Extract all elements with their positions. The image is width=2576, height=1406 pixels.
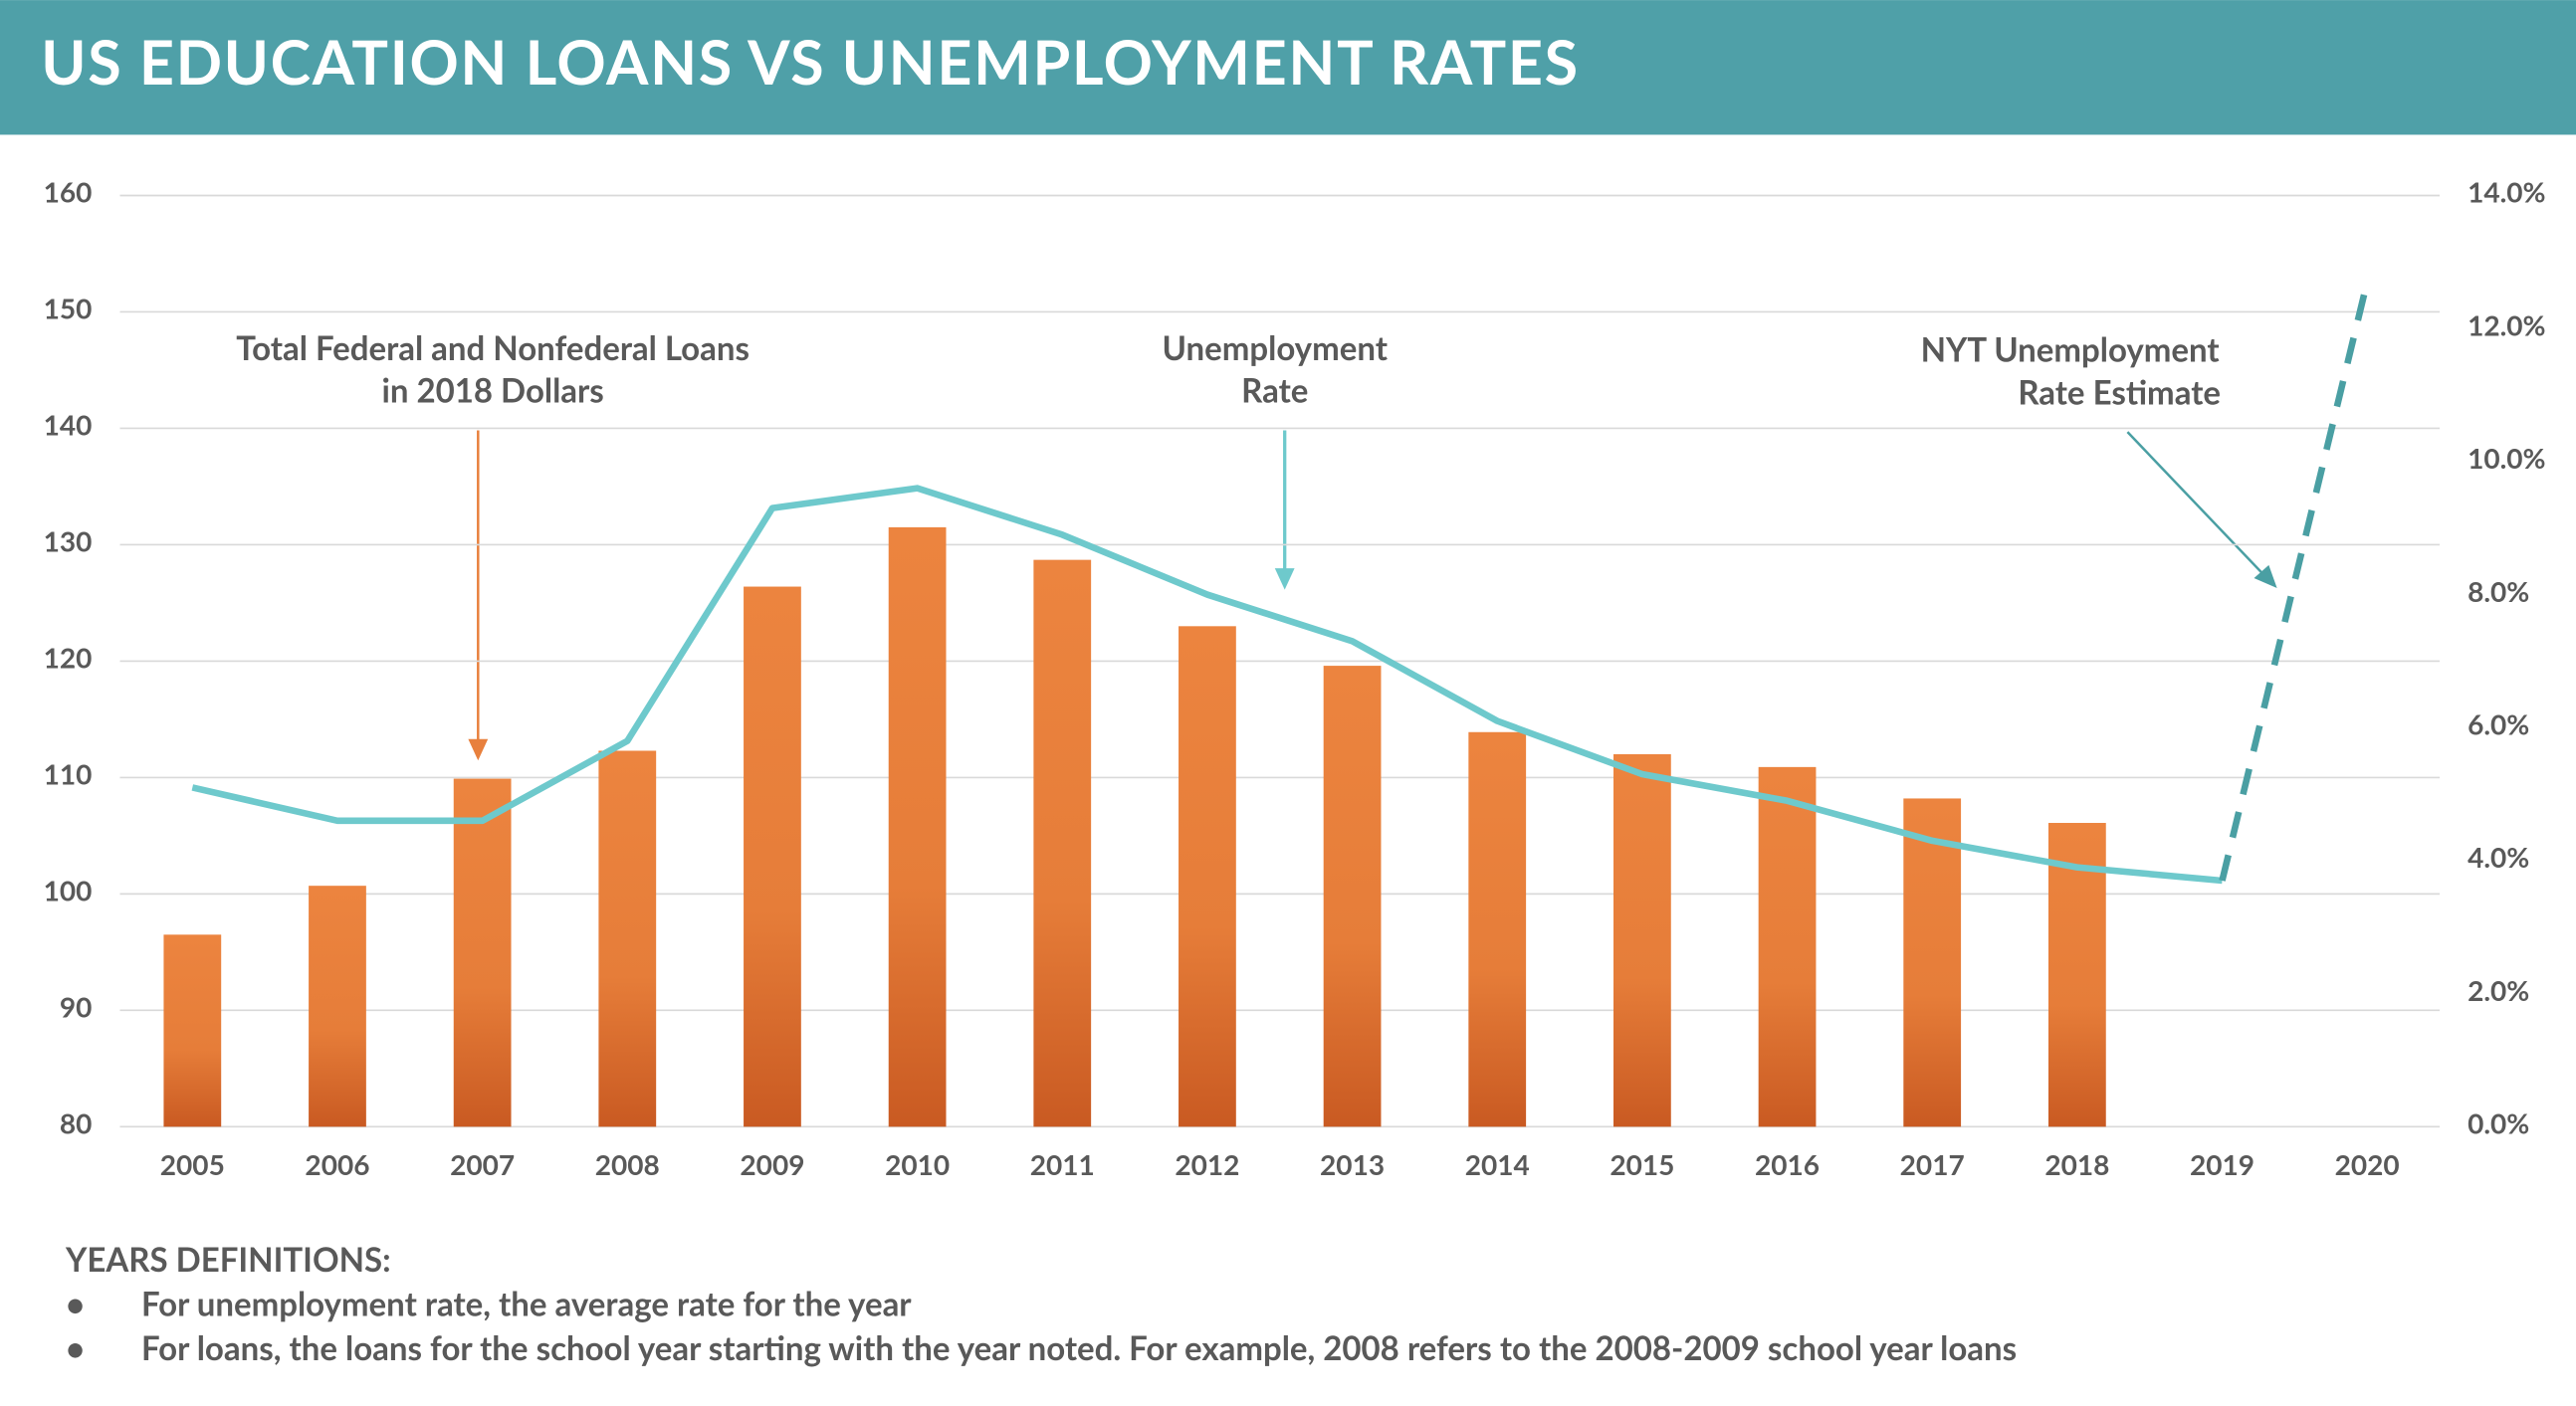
bullet: • bbox=[66, 1328, 85, 1368]
y2-tick-label: 12.0% bbox=[2468, 307, 2545, 341]
bar bbox=[888, 526, 947, 1127]
bar bbox=[1179, 626, 1236, 1127]
y2-tick-label: 4.0% bbox=[2468, 840, 2529, 874]
arrow bbox=[2126, 431, 2265, 576]
x-tick-label: 2005 bbox=[160, 1147, 225, 1181]
bar bbox=[453, 778, 512, 1127]
arrow-head bbox=[1274, 568, 1295, 590]
bar bbox=[598, 750, 657, 1127]
x-tick-label: 2017 bbox=[1900, 1147, 1965, 1181]
bar bbox=[1613, 753, 1671, 1127]
y-tick-label: 160 bbox=[44, 175, 93, 209]
y-tick-label: 90 bbox=[60, 990, 93, 1024]
annotation: Unemployment bbox=[1163, 328, 1389, 368]
y-tick-label: 140 bbox=[44, 408, 93, 442]
bar bbox=[1468, 731, 1527, 1127]
bar bbox=[163, 934, 222, 1127]
y2-tick-label: 6.0% bbox=[2468, 706, 2529, 740]
annotation: NYT Unemployment bbox=[1921, 329, 2221, 369]
y-tick-label: 120 bbox=[44, 641, 93, 675]
note-item: For unemployment rate, the average rate … bbox=[141, 1284, 912, 1323]
bullet: • bbox=[66, 1284, 85, 1323]
y-tick-label: 150 bbox=[44, 292, 93, 325]
bar bbox=[2047, 823, 2106, 1127]
y2-tick-label: 0.0% bbox=[2468, 1106, 2529, 1140]
y2-tick-label: 8.0% bbox=[2468, 574, 2529, 608]
x-tick-label: 2014 bbox=[1465, 1147, 1530, 1181]
y2-tick-label: 2.0% bbox=[2468, 973, 2529, 1007]
x-tick-label: 2012 bbox=[1175, 1147, 1239, 1181]
dashed-line bbox=[2219, 281, 2371, 882]
notes-heading: YEARS DEFINITIONS: bbox=[65, 1240, 391, 1280]
arrow-head bbox=[468, 738, 489, 761]
annotation: Rate bbox=[1241, 371, 1308, 411]
x-tick-label: 2008 bbox=[595, 1147, 660, 1181]
x-tick-label: 2018 bbox=[2044, 1147, 2109, 1181]
y2-tick-label: 14.0% bbox=[2468, 175, 2545, 209]
x-tick-label: 2006 bbox=[305, 1147, 369, 1181]
bar bbox=[1323, 666, 1382, 1127]
note-item: For loans, the loans for the school year… bbox=[141, 1328, 2017, 1368]
line bbox=[191, 485, 2223, 885]
bar bbox=[744, 586, 801, 1127]
bar bbox=[1903, 798, 1962, 1127]
annotation: Rate Estimate bbox=[2018, 372, 2221, 412]
chart-title: US EDUCATION LOANS VS UNEMPLOYMENT RATES bbox=[41, 26, 1580, 99]
arrow-head bbox=[2254, 564, 2277, 588]
y2-tick-label: 10.0% bbox=[2468, 441, 2545, 475]
title-bar bbox=[0, 0, 2576, 135]
y-tick-label: 80 bbox=[60, 1106, 93, 1140]
y-tick-label: 110 bbox=[44, 757, 93, 791]
x-tick-label: 2019 bbox=[2190, 1147, 2254, 1181]
bar bbox=[1033, 559, 1092, 1127]
x-tick-label: 2007 bbox=[450, 1147, 515, 1181]
x-tick-label: 2011 bbox=[1030, 1147, 1095, 1181]
bar bbox=[309, 886, 366, 1127]
annotation: in 2018 Dollars bbox=[381, 371, 603, 411]
x-tick-label: 2010 bbox=[885, 1147, 950, 1181]
x-tick-label: 2009 bbox=[740, 1147, 804, 1181]
annotation: Total Federal and Nonfederal Loans bbox=[236, 328, 750, 368]
x-tick-label: 2016 bbox=[1755, 1147, 1820, 1181]
x-tick-label: 2013 bbox=[1320, 1147, 1385, 1181]
x-tick-label: 2015 bbox=[1610, 1147, 1674, 1181]
x-tick-label: 2020 bbox=[2335, 1147, 2400, 1181]
y-tick-label: 130 bbox=[44, 524, 93, 558]
bar bbox=[1758, 766, 1817, 1127]
y-tick-label: 100 bbox=[44, 874, 93, 907]
